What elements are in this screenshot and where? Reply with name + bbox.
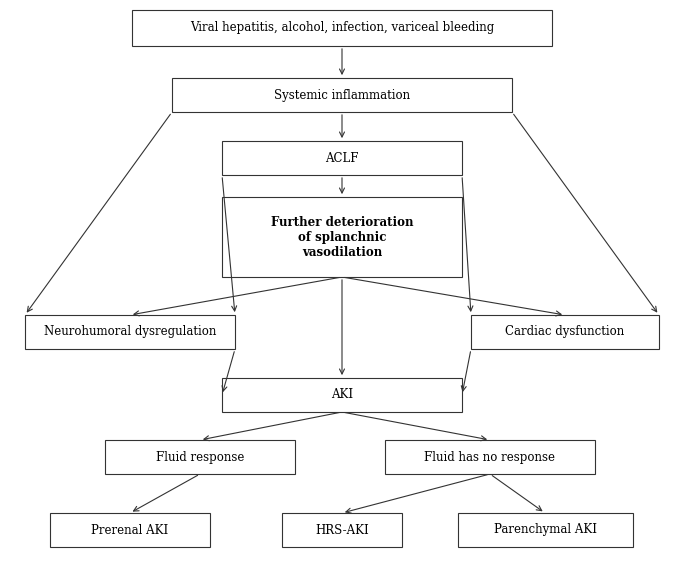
Text: Fluid response: Fluid response (156, 451, 245, 464)
FancyBboxPatch shape (105, 440, 295, 474)
Text: Systemic inflammation: Systemic inflammation (274, 88, 410, 101)
Text: Parenchymal AKI: Parenchymal AKI (494, 523, 596, 537)
FancyBboxPatch shape (222, 197, 462, 277)
Text: Prerenal AKI: Prerenal AKI (92, 523, 169, 537)
Text: ACLF: ACLF (325, 152, 359, 165)
Text: AKI: AKI (331, 389, 353, 401)
Text: Further deterioration
of splanchnic
vasodilation: Further deterioration of splanchnic vaso… (270, 216, 413, 258)
FancyBboxPatch shape (385, 440, 595, 474)
FancyBboxPatch shape (25, 315, 235, 349)
FancyBboxPatch shape (50, 513, 210, 547)
Text: Fluid has no response: Fluid has no response (425, 451, 555, 464)
Text: Neurohumoral dysregulation: Neurohumoral dysregulation (44, 325, 217, 339)
Text: HRS-AKI: HRS-AKI (315, 523, 369, 537)
FancyBboxPatch shape (222, 378, 462, 412)
Text: Cardiac dysfunction: Cardiac dysfunction (505, 325, 625, 339)
FancyBboxPatch shape (282, 513, 402, 547)
FancyBboxPatch shape (458, 513, 632, 547)
Text: Viral hepatitis, alcohol, infection, variceal bleeding: Viral hepatitis, alcohol, infection, var… (190, 22, 494, 35)
FancyBboxPatch shape (172, 78, 512, 112)
FancyBboxPatch shape (132, 10, 552, 46)
FancyBboxPatch shape (222, 141, 462, 175)
FancyBboxPatch shape (471, 315, 659, 349)
